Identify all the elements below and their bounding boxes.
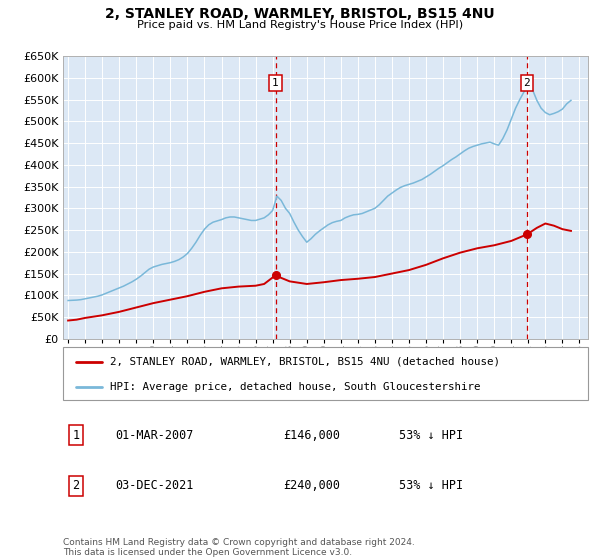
Text: 53% ↓ HPI: 53% ↓ HPI (399, 429, 463, 442)
Text: 2: 2 (524, 78, 530, 88)
Text: HPI: Average price, detached house, South Gloucestershire: HPI: Average price, detached house, Sout… (110, 382, 481, 392)
FancyBboxPatch shape (63, 347, 588, 400)
Text: 03-DEC-2021: 03-DEC-2021 (115, 479, 194, 492)
Text: 2, STANLEY ROAD, WARMLEY, BRISTOL, BS15 4NU (detached house): 2, STANLEY ROAD, WARMLEY, BRISTOL, BS15 … (110, 357, 500, 367)
Text: 2, STANLEY ROAD, WARMLEY, BRISTOL, BS15 4NU: 2, STANLEY ROAD, WARMLEY, BRISTOL, BS15 … (105, 7, 495, 21)
Text: 1: 1 (73, 429, 80, 442)
Text: 2: 2 (73, 479, 80, 492)
Text: 1: 1 (272, 78, 279, 88)
Text: Price paid vs. HM Land Registry's House Price Index (HPI): Price paid vs. HM Land Registry's House … (137, 20, 463, 30)
Text: 53% ↓ HPI: 53% ↓ HPI (399, 479, 463, 492)
Text: Contains HM Land Registry data © Crown copyright and database right 2024.
This d: Contains HM Land Registry data © Crown c… (63, 538, 415, 557)
Text: £146,000: £146,000 (284, 429, 341, 442)
Text: 01-MAR-2007: 01-MAR-2007 (115, 429, 194, 442)
Text: £240,000: £240,000 (284, 479, 341, 492)
